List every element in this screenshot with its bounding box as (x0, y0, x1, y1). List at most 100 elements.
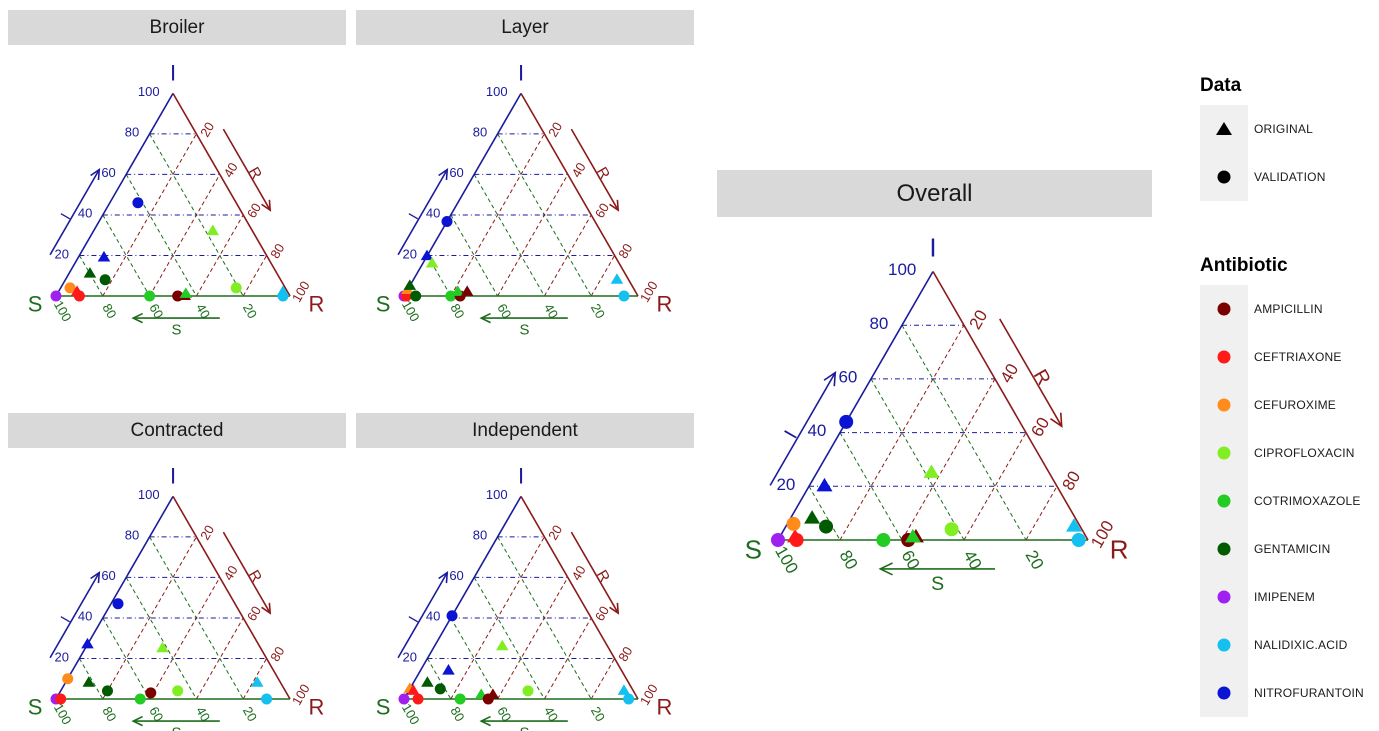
tick-label-s: 20 (1022, 547, 1048, 573)
arrow-i (397, 572, 448, 659)
ternary-grid (403, 495, 639, 700)
arrow-s-label: S (520, 724, 530, 731)
ternary-grid (403, 92, 639, 297)
tick-label-s: 20 (240, 301, 260, 321)
legend-label: GENTAMICIN (1254, 542, 1331, 556)
axis-line-i (403, 92, 522, 297)
data-points (50, 197, 290, 302)
tick-label-s: 80 (99, 301, 119, 321)
data-points (398, 216, 630, 302)
data-point-circle (64, 282, 76, 294)
arrow-r-head (261, 199, 272, 212)
arrow-i-head (823, 371, 837, 387)
tick-label-r: 60 (592, 603, 612, 623)
corner-label-r: R (1110, 535, 1129, 565)
grid-line-r (149, 174, 221, 297)
legend-item: VALIDATION (1200, 153, 1379, 201)
legend-item: IMIPENEM (1200, 573, 1379, 621)
data-point-triangle (460, 285, 474, 296)
tick-label-i: 100 (888, 260, 916, 279)
grid-line-r (497, 577, 569, 700)
legend-data-list: ORIGINAL VALIDATION (1200, 105, 1379, 201)
legend-item: GENTAMICIN (1200, 525, 1379, 573)
arrow-s-head (479, 715, 491, 727)
data-point-triangle (425, 256, 439, 268)
corner-label-i: I (170, 60, 176, 85)
tick-label-i: 40 (426, 206, 440, 221)
corner-label-i: I (929, 232, 936, 262)
grid-line-r (1025, 486, 1058, 541)
grid-line-r (149, 577, 221, 700)
tick-label-i: 80 (125, 528, 139, 543)
grid-line-r (839, 324, 965, 541)
arrow-r-head (609, 199, 620, 212)
corner-labels: I S R (28, 463, 325, 719)
data-point-circle (398, 693, 410, 705)
data-points (771, 414, 1086, 547)
corner-label-s: S (28, 695, 43, 720)
legend-title-data: Data (1200, 75, 1242, 96)
data-point-circle (172, 685, 184, 697)
grid-line-r (543, 214, 592, 297)
axis-arrows: IRS (397, 531, 620, 731)
tick-label-r: 40 (220, 563, 240, 583)
legend-label: COTRIMOXAZOLE (1254, 494, 1361, 508)
tick-label-s: 60 (146, 704, 166, 724)
tick-label-i: 80 (869, 314, 888, 333)
tick-label-s: 80 (99, 704, 119, 724)
tick-label-i: 60 (449, 568, 463, 583)
tick-label-s: 100 (399, 298, 423, 324)
data-point-triangle (206, 224, 220, 236)
tick-label-r: 20 (197, 522, 217, 542)
grid-line-r (450, 133, 545, 297)
tick-label-r: 20 (545, 119, 565, 139)
legend-label: IMIPENEM (1254, 590, 1315, 604)
grid-line-s (808, 486, 841, 541)
data-point-circle (623, 693, 635, 705)
legend-item: AMPICILLIN (1200, 285, 1379, 333)
arrow-s-label: S (520, 321, 530, 338)
axis-line-r (172, 92, 291, 297)
data-point-circle (50, 290, 62, 302)
axis-line-r (172, 495, 291, 700)
tick-label-r: 80 (615, 644, 635, 664)
tick-label-r: 20 (197, 119, 217, 139)
tick-label-i: 60 (838, 368, 857, 387)
legend-label: NITROFURANTOIN (1254, 686, 1364, 700)
arrow-s-label: S (931, 573, 944, 595)
corner-label-r: R (308, 695, 324, 720)
tick-label-i: 40 (807, 421, 826, 440)
tick-label-s: 80 (447, 301, 467, 321)
legend-swatch (1217, 350, 1231, 364)
arrow-i-head (90, 168, 101, 181)
legend-item: CIPROFLOXACIN (1200, 429, 1379, 477)
arrow-i-head (90, 571, 101, 584)
arrow-r-label: R (245, 164, 265, 182)
tick-label-s: 40 (193, 704, 213, 724)
tick-label-s: 100 (771, 543, 802, 577)
tick-label-s: 100 (51, 701, 75, 727)
legend-swatch (1217, 494, 1231, 508)
tick-label-s: 60 (146, 301, 166, 321)
grid-line-r (590, 255, 616, 297)
data-point-circle (454, 693, 466, 705)
circle-icon (1217, 494, 1231, 508)
tick-label-i: 20 (55, 649, 69, 664)
grid-line-s (870, 378, 965, 541)
tick-label-i: 20 (776, 475, 795, 494)
legend-label: CEFUROXIME (1254, 398, 1337, 412)
data-point-triangle (804, 510, 821, 524)
tick-label-r: 40 (568, 160, 588, 180)
data-point-circle (145, 687, 157, 699)
corner-labels: I S R (376, 463, 673, 719)
legend-item: COTRIMOXAZOLE (1200, 477, 1379, 525)
tick-label-r: 60 (244, 603, 264, 623)
data-point-circle (277, 290, 289, 302)
facet-strip-title: Overall (717, 170, 1152, 217)
data-point-triangle (420, 249, 434, 261)
data-point-circle (112, 598, 124, 610)
legend-label: CIPROFLOXACIN (1254, 446, 1355, 460)
